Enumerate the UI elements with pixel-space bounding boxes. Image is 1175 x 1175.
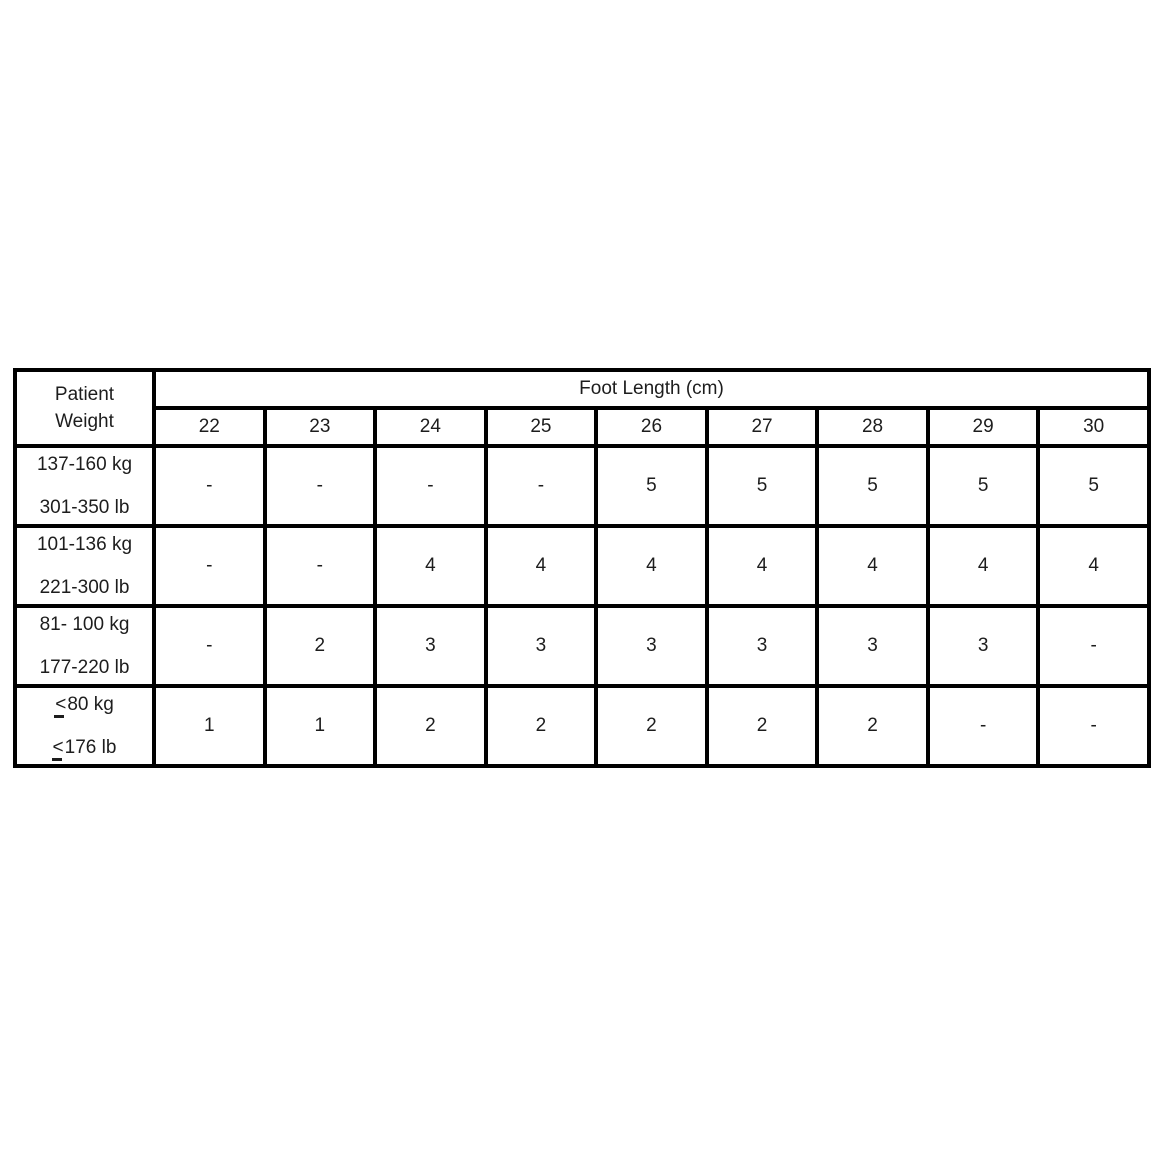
foot-length-column-header-row: 22 23 24 25 26 27 28 29 30 <box>15 406 1151 448</box>
size-cell: - <box>152 604 267 688</box>
size-cell: 4 <box>1036 524 1151 608</box>
size-cell: 3 <box>815 604 930 688</box>
size-cell: 4 <box>594 524 709 608</box>
size-cell: 1 <box>262 684 378 768</box>
size-cell: 4 <box>373 524 488 608</box>
size-cell: - <box>152 444 267 528</box>
weight-row: 101-136 kg 221-300 lb - -4 4 4 4 4 4 4 <box>13 524 1151 608</box>
size-cell: 2 <box>373 684 488 768</box>
weight-row-label: 137-160 kg 301-350 lb <box>13 444 156 528</box>
size-cell: - <box>483 444 599 528</box>
weight-kg-label: 137-160 kg <box>36 454 133 475</box>
size-cell: 5 <box>815 444 930 528</box>
size-cell: 4 <box>704 524 820 608</box>
weight-row-label: 81- 100 kg 177-220 lb <box>13 604 156 688</box>
size-cell: 4 <box>483 524 599 608</box>
size-cell: 2 <box>483 684 599 768</box>
size-cell: 5 <box>925 444 1041 528</box>
size-cell: 1 <box>152 684 267 768</box>
size-cell: 2 <box>262 604 378 688</box>
foot-length-col-25: 25 <box>483 406 599 448</box>
size-cell: 5 <box>1036 444 1151 528</box>
foot-length-col-28: 28 <box>815 406 930 448</box>
size-cell: 3 <box>925 604 1041 688</box>
size-cell: 3 <box>483 604 599 688</box>
weight-lb-label: <176 lb <box>51 737 117 761</box>
size-cell: - <box>1036 684 1151 768</box>
foot-length-col-29: 29 <box>925 406 1041 448</box>
size-cell: 2 <box>594 684 709 768</box>
patient-weight-header-line2: Weight <box>55 411 114 432</box>
size-cell: 2 <box>704 684 820 768</box>
size-cell: - <box>373 444 488 528</box>
foot-length-col-26: 26 <box>594 406 709 448</box>
size-cell: - <box>262 524 378 608</box>
foot-length-col-27: 27 <box>704 406 820 448</box>
weight-kg-label: 81- 100 kg <box>39 614 130 635</box>
foot-length-sizing-table: Patient Weight Foot Length (cm) 22 23 24 25… <box>13 368 1151 768</box>
foot-length-col-24: 24 <box>373 406 488 448</box>
patient-weight-header: Patient Weight <box>13 368 156 448</box>
size-cell: 4 <box>815 524 930 608</box>
weight-row-label: <80 kg <176 lb <box>13 684 156 768</box>
group-header-row: Patient Weight Foot Length (cm) <box>13 368 1151 448</box>
size-cell: - <box>152 524 267 608</box>
size-cell: 3 <box>594 604 709 688</box>
foot-length-col-23: 23 <box>262 406 378 448</box>
size-cell: 2 <box>815 684 930 768</box>
size-cell: - <box>925 684 1041 768</box>
foot-length-col-30: 30 <box>1036 406 1151 448</box>
weight-row-label: 101-136 kg 221-300 lb <box>13 524 156 608</box>
patient-weight-header-line1: Patient <box>54 384 115 405</box>
weight-lb-label: 301-350 lb <box>39 497 130 518</box>
size-cell: 3 <box>704 604 820 688</box>
size-cell: - <box>262 444 378 528</box>
foot-length-col-22: 22 <box>152 406 267 448</box>
size-cell: - <box>1036 604 1151 688</box>
weight-row: <80 kg <176 lb 1 1 2 2 2 2 2- - <box>13 684 1151 768</box>
weight-lb-label: 177-220 lb <box>39 657 130 678</box>
size-cell: 5 <box>704 444 820 528</box>
size-cell: 5 <box>594 444 709 528</box>
foot-length-group-header: Foot Length (cm) <box>152 368 1151 410</box>
size-cell: 4 <box>925 524 1041 608</box>
weight-lb-label: 221-300 lb <box>39 577 130 598</box>
weight-row: 137-160 kg 301-350 lb - - - -5 5 5 5 5 <box>13 444 1151 528</box>
weight-kg-label: 101-136 kg <box>36 534 133 555</box>
size-cell: 3 <box>373 604 488 688</box>
weight-kg-label: <80 kg <box>54 694 114 718</box>
weight-row: 81- 100 kg 177-220 lb -2 3 3 3 3 3 3- <box>13 604 1151 688</box>
